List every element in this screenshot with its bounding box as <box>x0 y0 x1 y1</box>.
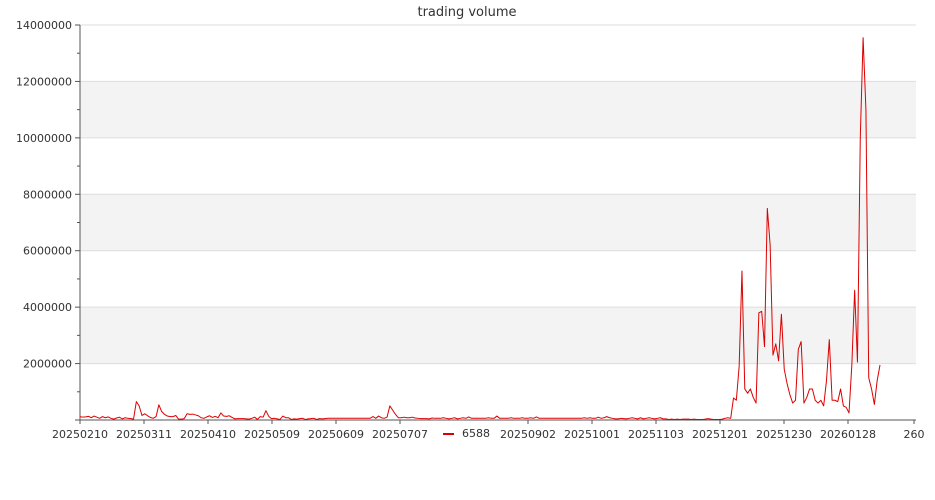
legend: 6588 <box>443 427 490 440</box>
x-tick-label: 20251103 <box>628 428 684 441</box>
series-line-6588 <box>79 37 881 420</box>
y-tick-label: 6000000 <box>23 245 72 258</box>
y-tick-label: 4000000 <box>23 301 72 314</box>
x-tick-label: 20250311 <box>116 428 172 441</box>
y-tick-label: 14000000 <box>16 19 72 32</box>
legend-label: 6588 <box>462 427 490 440</box>
x-tick-label: 20250902 <box>500 428 556 441</box>
grid-band <box>80 81 916 138</box>
x-axis-ticks: 20250210 20250311 20250410 20250509 20250609… <box>52 420 925 441</box>
x-tick-label: 20250210 <box>52 428 108 441</box>
x-tick-label: 20250707 <box>372 428 428 441</box>
x-tick-label: 20251001 <box>564 428 620 441</box>
y-tick-label: 12000000 <box>16 75 72 88</box>
x-tick-label: 20260128 <box>820 428 876 441</box>
x-tick-label: 260 <box>904 428 925 441</box>
x-tick-label: 20250410 <box>180 428 236 441</box>
y-tick-label: 10000000 <box>16 132 72 145</box>
x-tick-label: 20251230 <box>756 428 812 441</box>
x-tick-label: 20250609 <box>308 428 364 441</box>
grid-bands <box>80 81 916 364</box>
chart-title: trading volume <box>417 5 516 20</box>
y-axis-ticks: 2000000 4000000 6000000 8000000 10000000 1200… <box>16 19 80 421</box>
grid-band <box>80 194 916 251</box>
series-layer <box>79 37 881 420</box>
grid-band <box>80 307 916 364</box>
y-tick-label: 2000000 <box>23 358 72 371</box>
x-tick-label: 20251201 <box>692 428 748 441</box>
y-tick-label: 8000000 <box>23 188 72 201</box>
grid-lines <box>80 24 916 365</box>
x-tick-label: 20250509 <box>244 428 300 441</box>
